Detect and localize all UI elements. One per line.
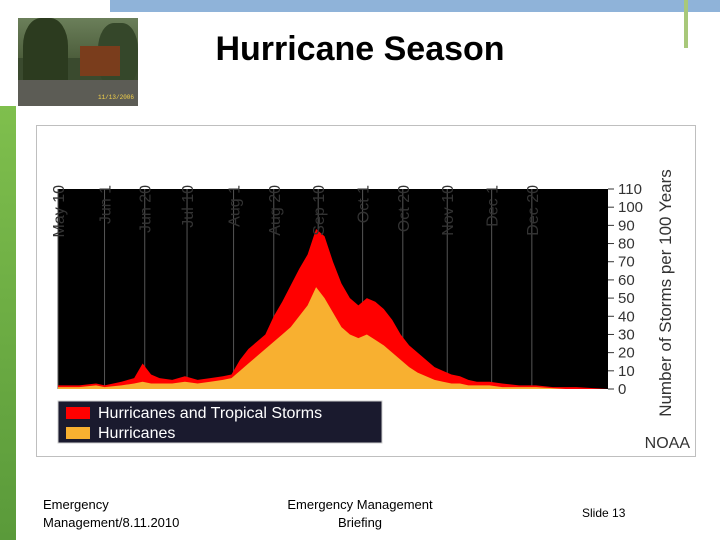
footer-left-line1: Emergency (43, 497, 109, 512)
y-tick-label: 80 (618, 236, 635, 253)
x-tick-label: Dec 1 (485, 185, 502, 227)
header-accent-strip (0, 0, 720, 12)
legend-label-storms: Hurricanes and Tropical Storms (98, 405, 322, 422)
hurricane-season-chart: May 10 Jun 1 Jun 20 Jul 10 Aug 1 Aug 20 Sep 10… (36, 125, 696, 457)
header-right-accent (684, 0, 688, 48)
legend-swatch-storms (66, 407, 90, 419)
x-tick-label: Oct 20 (396, 185, 413, 232)
footer-center-line2: Briefing (337, 515, 383, 530)
x-tick-label: Jun 20 (138, 185, 155, 233)
noaa-source-label: NOAA (645, 435, 691, 452)
y-tick-label: 110 (618, 181, 642, 198)
y-tick-label: 20 (618, 345, 635, 362)
y-tick-label: 40 (618, 308, 635, 325)
y-tick-label: 60 (618, 272, 635, 289)
legend-box (57, 400, 383, 444)
x-tick-label: Jun 1 (98, 185, 115, 224)
legend: Hurricanes and Tropical Storms Hurricane… (57, 400, 383, 444)
y-tick-label: 0 (618, 381, 626, 398)
x-tick-label: Sep 10 (311, 185, 328, 236)
footer-center: Emergency Management Briefing (270, 496, 450, 532)
legend-swatch-hurricanes (66, 427, 90, 439)
slide-number: Slide 13 (582, 506, 626, 520)
x-tick-label: Nov 10 (440, 185, 457, 236)
footer-center-line1: Emergency Management (287, 497, 433, 512)
left-green-bar (0, 106, 16, 540)
series-area-storms (58, 229, 608, 389)
x-tick-label: Aug 20 (267, 185, 284, 236)
x-tick-label: Aug 1 (227, 185, 244, 227)
footer-left: Emergency Management/8.11.2010 (43, 496, 179, 532)
x-tick-label: Jul 10 (180, 185, 197, 228)
photo-date-stamp: 11/13/2006 (97, 94, 134, 101)
y-tick-label: 50 (618, 290, 635, 307)
x-tick-label: Dec 20 (525, 185, 542, 236)
y-tick-label: 70 (618, 254, 635, 271)
slide-title: Hurricane Season (215, 30, 505, 68)
x-tick-label: May 10 (51, 185, 68, 238)
y-tick-label: 30 (618, 326, 635, 343)
footer-left-line2: Management/8.11.2010 (43, 515, 180, 530)
y-axis-label: Number of Storms per 100 Years (656, 169, 675, 417)
series-area-hurricanes (58, 287, 608, 389)
y-tick-label: 100 (618, 199, 643, 216)
y-tick-label: 10 (618, 363, 635, 380)
x-tick-label: Oct 1 (356, 185, 373, 223)
legend-label-hurricanes: Hurricanes (98, 425, 175, 442)
y-tick-label: 90 (618, 217, 635, 234)
storm-damage-photo: 11/13/2006 (18, 18, 138, 106)
